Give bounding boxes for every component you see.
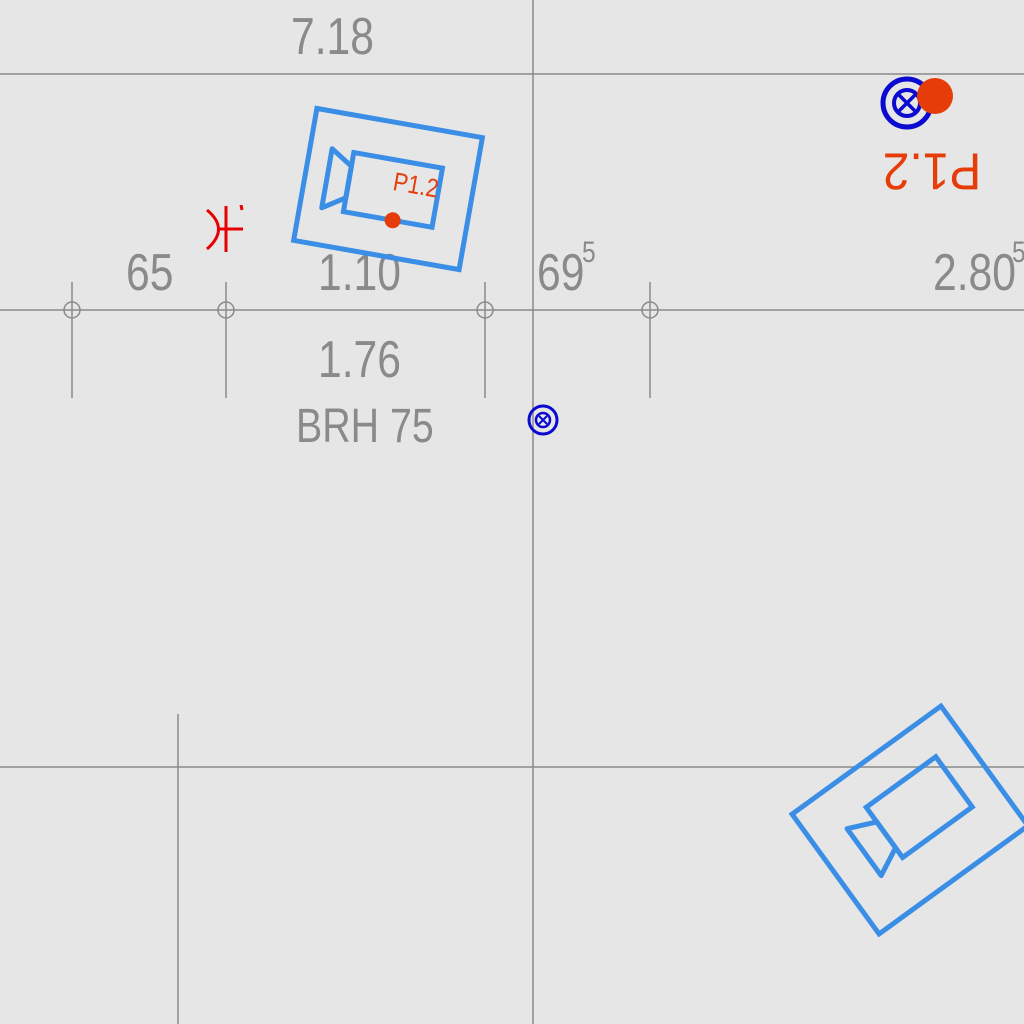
height-label-brh: BRH 75: [296, 399, 434, 453]
camera-frame: [788, 702, 1024, 938]
camera-marker-dot: [384, 212, 401, 229]
dimension-label-176: 1.76: [318, 331, 401, 389]
dimension-tick: [217, 282, 235, 398]
dimension-line: [0, 282, 1024, 398]
dimension-label-280: 2.80: [933, 244, 1016, 302]
dimension-tick: [641, 282, 659, 398]
socket-symbol-small: [527, 404, 559, 436]
dimension-tick: [476, 282, 494, 398]
camera-label: P1.2: [391, 167, 441, 204]
camera-frame: [290, 105, 486, 273]
dimension-label-69-superscript: 5: [582, 235, 596, 269]
camera-symbol: P1.2: [290, 105, 486, 273]
camera-lens: [844, 819, 899, 879]
camera-symbol: [788, 702, 1024, 938]
dimension-label-280-superscript: 5: [1012, 235, 1024, 269]
camera-body: [862, 753, 976, 861]
marker-dot: [917, 78, 953, 114]
dimension-tick: [63, 282, 81, 398]
camera-lens: [319, 146, 354, 211]
dimension-label-65: 65: [126, 244, 173, 302]
socket-label-rotated: P1.2: [883, 142, 981, 200]
dimension-label-top: 7.18: [291, 8, 374, 66]
dimension-label-69: 69: [537, 244, 584, 302]
switch-symbol: [205, 204, 244, 252]
